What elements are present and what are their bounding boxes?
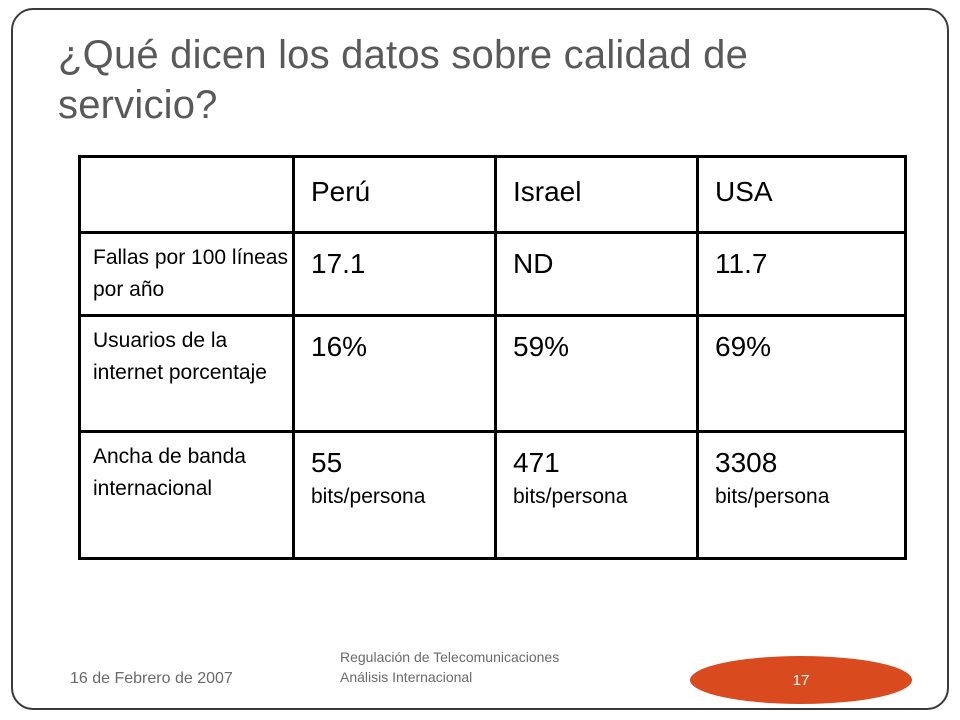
table-row: Fallas por 100 líneas por año 17.1 ND 11…: [78, 231, 907, 317]
cell-value: 55: [311, 447, 343, 478]
header-cell-peru: Perú: [292, 155, 497, 234]
table-cell: 69%: [696, 314, 907, 433]
row-label: Usuarios de la internet porcentaje: [78, 314, 295, 433]
cell-unit: bits/persona: [311, 485, 426, 508]
table-cell: 16%: [292, 314, 497, 433]
cell-value: 16%: [311, 331, 368, 362]
page-number-badge: 17: [690, 656, 912, 704]
slide-title: ¿Qué dicen los datos sobre calidad de se…: [58, 33, 749, 127]
row-label: Fallas por 100 líneas por año: [78, 231, 295, 317]
table-cell: 59%: [494, 314, 699, 433]
table-row: Ancha de banda internacional 55 bits/per…: [78, 430, 907, 560]
cell-value: 3308: [715, 447, 778, 478]
footer-text: Regulación de Telecomunicaciones Análisi…: [340, 649, 560, 685]
table-row: Usuarios de la internet porcentaje 16% 5…: [78, 314, 907, 433]
table-cell: 17.1: [292, 231, 497, 317]
cell-value: 471: [513, 447, 560, 478]
page-number: 17: [792, 671, 810, 689]
cell-value: ND: [513, 248, 554, 279]
header-cell-usa: USA: [696, 155, 907, 234]
cell-value: 11.7: [715, 248, 768, 279]
cell-value: 17.1: [311, 248, 366, 279]
footer-date: 16 de Febrero de 2007: [70, 670, 233, 687]
table-cell: 55 bits/persona: [292, 430, 497, 560]
table-cell: 3308 bits/persona: [696, 430, 907, 560]
cell-unit: bits/persona: [715, 485, 830, 508]
row-label: Ancha de banda internacional: [78, 430, 295, 560]
cell-unit: bits/persona: [513, 485, 628, 508]
cell-value: 69%: [715, 331, 772, 362]
header-cell-israel: Israel: [494, 155, 699, 234]
table-cell: 471 bits/persona: [494, 430, 699, 560]
data-table: Perú Israel USA Fallas por 100 líneas po…: [78, 155, 907, 560]
cell-value: 59%: [513, 331, 570, 362]
header-cell-empty: [78, 155, 295, 234]
table-cell: ND: [494, 231, 699, 317]
table-header-row: Perú Israel USA: [78, 155, 907, 234]
table-cell: 11.7: [696, 231, 907, 317]
